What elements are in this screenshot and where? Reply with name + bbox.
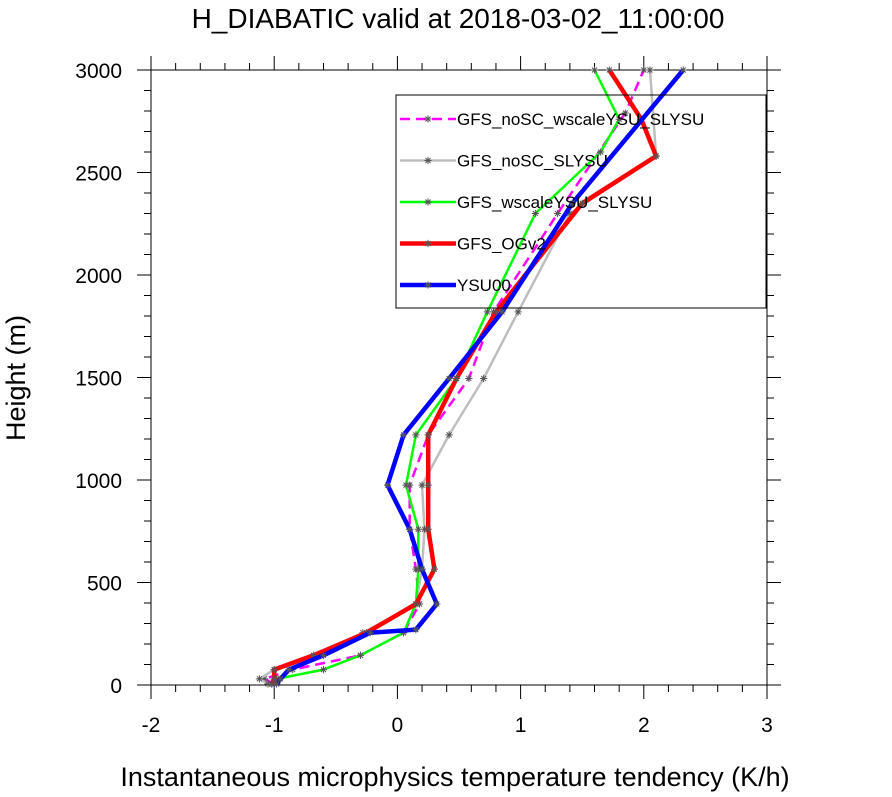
data-point (615, 115, 623, 123)
chart-title: H_DIABATIC valid at 2018-03-02_11:00:00 (192, 3, 725, 34)
series-line (263, 69, 645, 686)
legend-label: YSU00 (457, 276, 511, 295)
data-point (566, 209, 574, 218)
data-point (319, 651, 328, 659)
data-point (414, 525, 422, 533)
legend-marker (424, 198, 432, 206)
data-point (498, 308, 506, 316)
data-point (424, 525, 432, 533)
data-point (402, 481, 410, 489)
data-point (531, 209, 539, 218)
data-point (270, 675, 278, 683)
data-point (452, 374, 461, 383)
data-point (480, 374, 488, 383)
data-point (605, 66, 613, 74)
legend-marker (424, 239, 432, 248)
data-point (366, 629, 374, 637)
data-point (465, 374, 473, 383)
x-tick-label: 3 (761, 714, 773, 737)
data-point (356, 651, 365, 659)
data-point (270, 666, 278, 674)
data-point (399, 431, 408, 439)
y-tick-label: 500 (87, 573, 122, 596)
data-point (412, 600, 420, 608)
data-point (264, 680, 272, 688)
data-point (319, 666, 328, 674)
data-point (418, 481, 426, 489)
data-point (640, 66, 648, 74)
data-point (578, 199, 586, 207)
series-line (269, 68, 659, 685)
data-point (420, 525, 429, 533)
data-point (260, 675, 268, 683)
y-tick-label: 0 (110, 675, 122, 698)
axis-ticks: -2 -1 0 1 2 3 0 500 1000 1500 2000 2500 3000 (75, 56, 781, 737)
data-point (276, 675, 284, 683)
data-point (514, 308, 522, 316)
data-point (418, 565, 426, 573)
x-axis-label: Instantaneous microphysics temperature t… (120, 762, 789, 792)
y-tick-label: 3000 (75, 60, 122, 83)
y-tick-label: 2500 (75, 163, 122, 186)
data-point (652, 152, 660, 160)
data-point (285, 666, 293, 674)
data-point (430, 565, 438, 573)
data-point (590, 66, 599, 74)
series-line (270, 69, 621, 685)
data-point (255, 675, 264, 683)
data-point (646, 66, 654, 74)
y-tick-label: 1500 (75, 368, 122, 391)
data-point (273, 680, 281, 688)
x-tick-label: 0 (392, 714, 404, 737)
x-tick-label: -2 (142, 714, 161, 737)
x-tick-label: 2 (638, 714, 650, 737)
data-point (412, 431, 420, 439)
data-point (310, 651, 318, 659)
y-tick-label: 1000 (75, 470, 122, 493)
legend-marker (424, 156, 432, 165)
data-point (568, 199, 576, 207)
x-tick-label: -1 (265, 714, 284, 737)
legend-marker (424, 281, 432, 289)
legend-label: GFS_noSC_wscaleYSU_SLYSU (457, 110, 704, 129)
data-point (414, 565, 422, 573)
y-axis-label: Height (m) (1, 315, 31, 441)
data-point (553, 209, 562, 218)
data-point (679, 66, 687, 74)
y-tick-label: 2000 (75, 265, 122, 288)
legend-label: GFS_noSC_SLYSU (457, 152, 608, 171)
data-point (424, 431, 432, 439)
data-point (433, 600, 441, 608)
legend-box (395, 94, 767, 309)
data-point (399, 629, 408, 637)
data-point (268, 680, 276, 688)
legend: GFS_noSC_wscaleYSU_SLYSU GFS_noSC_SLYSU GF… (395, 94, 767, 309)
data-point (597, 148, 605, 156)
data-point (445, 374, 453, 383)
x-tick-label: 1 (515, 714, 527, 737)
data-point (412, 626, 420, 634)
legend-label: GFS_wscaleYSU_SLYSU (457, 193, 652, 212)
data-point (383, 481, 392, 489)
data-point (415, 600, 424, 608)
data-point (483, 308, 491, 316)
data-point (621, 109, 629, 117)
series-layer (255, 66, 687, 688)
legend-label: GFS_OGv2 (457, 235, 546, 254)
data-point (406, 525, 414, 533)
data-point (424, 481, 432, 489)
data-point (445, 431, 453, 439)
data-point (406, 481, 414, 489)
legend-marker (424, 115, 432, 123)
data-point (492, 308, 500, 316)
series-5 (273, 66, 687, 688)
